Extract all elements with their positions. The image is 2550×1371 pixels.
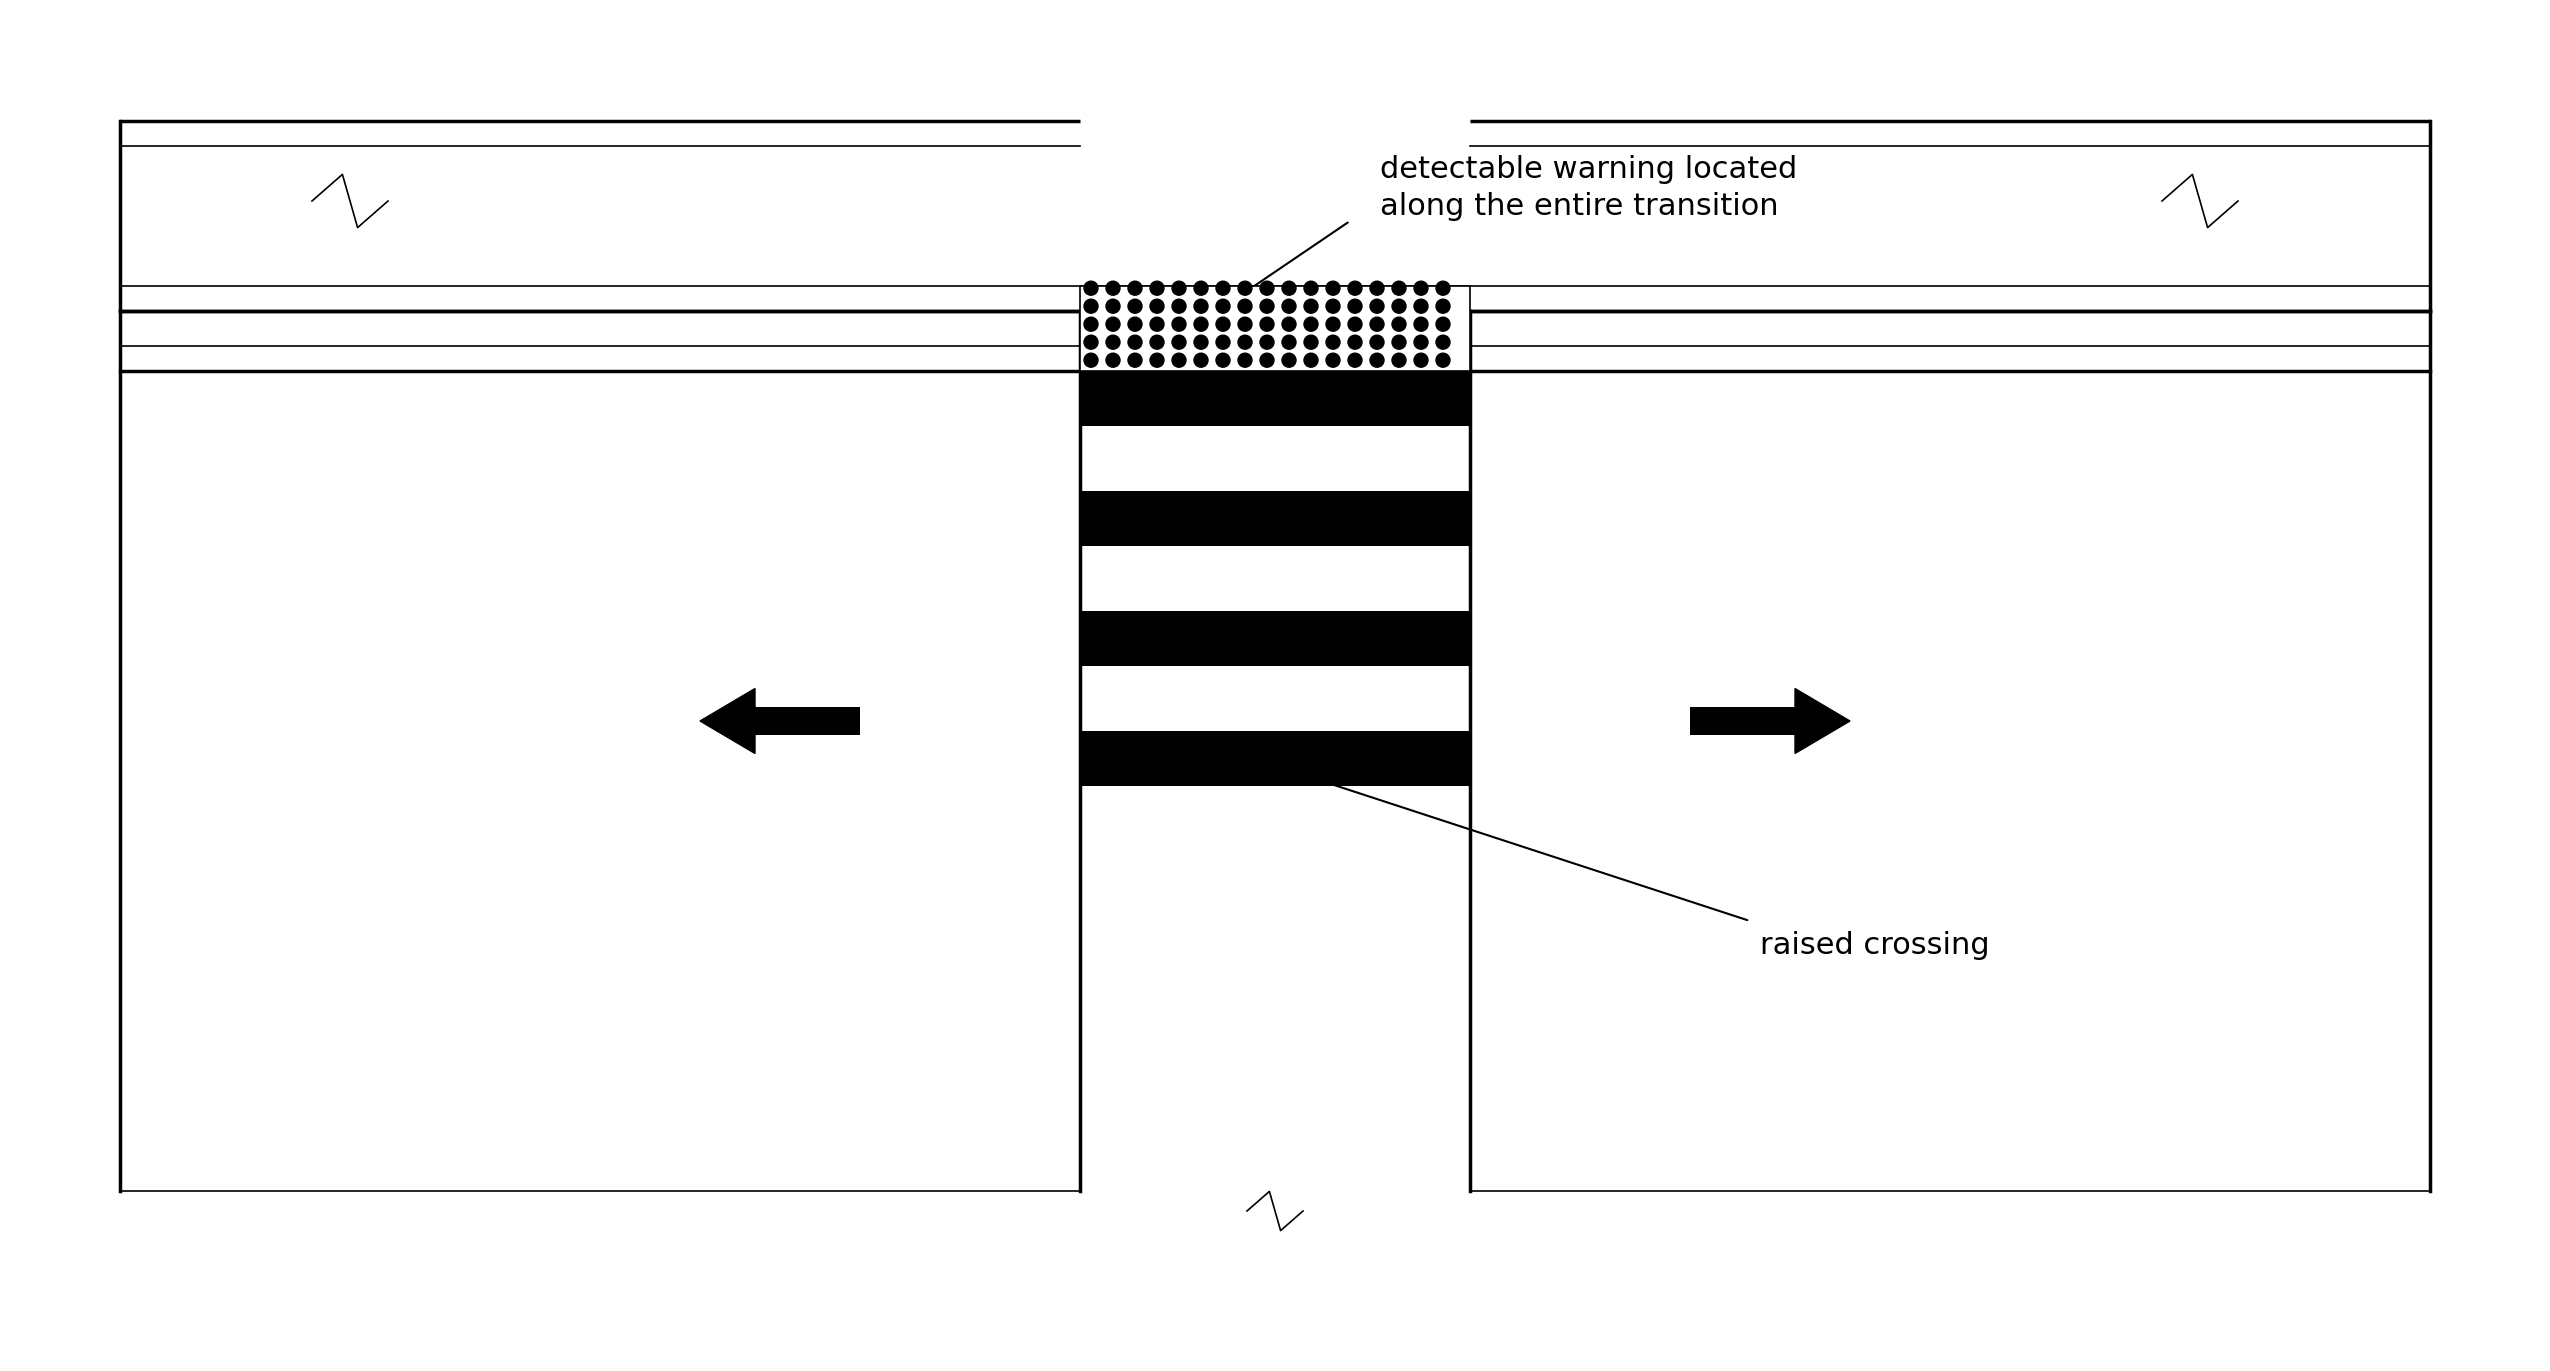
Circle shape [1173, 281, 1186, 295]
Circle shape [1415, 299, 1428, 313]
Bar [755, 707, 859, 735]
Circle shape [1283, 317, 1295, 332]
Circle shape [1173, 299, 1186, 313]
Circle shape [1369, 281, 1385, 295]
Text: detectable warning located
along the entire transition: detectable warning located along the ent… [1380, 155, 1798, 221]
Circle shape [1392, 354, 1405, 367]
Circle shape [1326, 354, 1339, 367]
Circle shape [1392, 281, 1405, 295]
Circle shape [1326, 281, 1339, 295]
Circle shape [1084, 299, 1099, 313]
Circle shape [1127, 354, 1142, 367]
Circle shape [1173, 354, 1186, 367]
Circle shape [1369, 317, 1385, 332]
Circle shape [1237, 299, 1252, 313]
Circle shape [1084, 317, 1099, 332]
Circle shape [1260, 317, 1275, 332]
Circle shape [1303, 317, 1318, 332]
Circle shape [1260, 354, 1275, 367]
Circle shape [1303, 299, 1318, 313]
Circle shape [1415, 335, 1428, 350]
Circle shape [1283, 281, 1295, 295]
Bar [1081, 491, 1469, 546]
Circle shape [1349, 299, 1362, 313]
Circle shape [1216, 317, 1229, 332]
Circle shape [1107, 281, 1119, 295]
Circle shape [1237, 281, 1252, 295]
Circle shape [1260, 299, 1275, 313]
Circle shape [1150, 281, 1163, 295]
Circle shape [1193, 281, 1209, 295]
Circle shape [1303, 335, 1318, 350]
Circle shape [1084, 354, 1099, 367]
Bar [1081, 287, 1469, 372]
Circle shape [1349, 317, 1362, 332]
Circle shape [1216, 281, 1229, 295]
Circle shape [1283, 354, 1295, 367]
Circle shape [1283, 335, 1295, 350]
Circle shape [1173, 317, 1186, 332]
Circle shape [1260, 281, 1275, 295]
Circle shape [1303, 354, 1318, 367]
Circle shape [1216, 354, 1229, 367]
Circle shape [1107, 299, 1119, 313]
Circle shape [1369, 299, 1385, 313]
Circle shape [1349, 281, 1362, 295]
Circle shape [1150, 299, 1163, 313]
Polygon shape [1795, 688, 1849, 754]
Circle shape [1193, 299, 1209, 313]
Circle shape [1369, 335, 1385, 350]
Circle shape [1326, 299, 1339, 313]
Circle shape [1084, 335, 1099, 350]
Circle shape [1127, 281, 1142, 295]
Circle shape [1436, 281, 1451, 295]
Circle shape [1127, 317, 1142, 332]
Circle shape [1150, 354, 1163, 367]
Circle shape [1415, 281, 1428, 295]
Circle shape [1349, 335, 1362, 350]
Circle shape [1150, 335, 1163, 350]
Bar [1081, 611, 1469, 666]
Circle shape [1193, 354, 1209, 367]
Circle shape [1436, 299, 1451, 313]
Circle shape [1369, 354, 1385, 367]
Circle shape [1107, 354, 1119, 367]
Circle shape [1216, 299, 1229, 313]
Circle shape [1436, 335, 1451, 350]
Circle shape [1107, 317, 1119, 332]
Circle shape [1303, 281, 1318, 295]
Circle shape [1436, 354, 1451, 367]
Polygon shape [701, 688, 755, 754]
Circle shape [1237, 335, 1252, 350]
Circle shape [1173, 335, 1186, 350]
Circle shape [1392, 335, 1405, 350]
Circle shape [1392, 299, 1405, 313]
Circle shape [1107, 335, 1119, 350]
Circle shape [1415, 354, 1428, 367]
Circle shape [1349, 354, 1362, 367]
Circle shape [1216, 335, 1229, 350]
Circle shape [1084, 281, 1099, 295]
Circle shape [1326, 317, 1339, 332]
Circle shape [1415, 317, 1428, 332]
Circle shape [1193, 317, 1209, 332]
Text: raised crossing: raised crossing [1759, 931, 1989, 960]
Bar [1081, 372, 1469, 426]
Circle shape [1193, 335, 1209, 350]
Circle shape [1237, 354, 1252, 367]
Circle shape [1127, 299, 1142, 313]
Circle shape [1150, 317, 1163, 332]
Circle shape [1326, 335, 1339, 350]
Bar [1691, 707, 1795, 735]
Circle shape [1127, 335, 1142, 350]
Circle shape [1436, 317, 1451, 332]
Circle shape [1283, 299, 1295, 313]
Circle shape [1392, 317, 1405, 332]
Bar [1081, 731, 1469, 786]
Circle shape [1260, 335, 1275, 350]
Circle shape [1237, 317, 1252, 332]
